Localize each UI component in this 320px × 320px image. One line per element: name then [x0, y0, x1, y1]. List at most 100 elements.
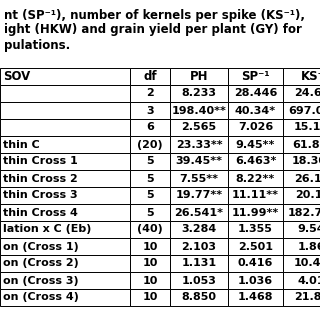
Bar: [283, 102, 320, 119]
Bar: [0, 170, 130, 187]
Bar: [0, 221, 130, 238]
Bar: [283, 204, 320, 221]
Bar: [130, 255, 170, 272]
Bar: [0, 187, 130, 204]
Text: 18.30**: 18.30**: [292, 156, 320, 166]
Text: 5: 5: [146, 207, 154, 218]
Bar: [0, 204, 130, 221]
Text: 2.565: 2.565: [181, 123, 217, 132]
Text: 5: 5: [146, 190, 154, 201]
Bar: [283, 68, 320, 85]
Bar: [283, 153, 320, 170]
Text: 24.600: 24.600: [294, 89, 320, 99]
Bar: [283, 221, 320, 238]
Text: 3.284: 3.284: [181, 225, 217, 235]
Text: 2: 2: [146, 89, 154, 99]
Bar: [130, 153, 170, 170]
Bar: [0, 68, 130, 85]
Bar: [130, 272, 170, 289]
Bar: [170, 238, 228, 255]
Bar: [0, 238, 130, 255]
Text: 10.480: 10.480: [294, 259, 320, 268]
Text: 1.355: 1.355: [238, 225, 273, 235]
Bar: [228, 255, 283, 272]
Bar: [228, 153, 283, 170]
Text: 9.45**: 9.45**: [236, 140, 275, 149]
Bar: [0, 136, 130, 153]
Bar: [0, 289, 130, 306]
Text: pulations.: pulations.: [4, 38, 70, 52]
Bar: [0, 255, 130, 272]
Bar: [170, 255, 228, 272]
Bar: [283, 170, 320, 187]
Bar: [228, 119, 283, 136]
Text: 6.463*: 6.463*: [235, 156, 276, 166]
Text: 6: 6: [146, 123, 154, 132]
Text: (40): (40): [137, 225, 163, 235]
Text: thin Cross 4: thin Cross 4: [3, 207, 78, 218]
Text: 697.02**: 697.02**: [288, 106, 320, 116]
Text: 8.850: 8.850: [181, 292, 217, 302]
Bar: [228, 136, 283, 153]
Bar: [170, 68, 228, 85]
Bar: [228, 272, 283, 289]
Text: 198.40**: 198.40**: [172, 106, 227, 116]
Text: 61.84**: 61.84**: [292, 140, 320, 149]
Text: 10: 10: [142, 276, 158, 285]
Bar: [0, 272, 130, 289]
Bar: [0, 119, 130, 136]
Bar: [228, 85, 283, 102]
Bar: [130, 221, 170, 238]
Text: 7.55**: 7.55**: [180, 173, 219, 183]
Bar: [170, 119, 228, 136]
Bar: [283, 289, 320, 306]
Text: 5: 5: [146, 156, 154, 166]
Bar: [283, 119, 320, 136]
Bar: [228, 187, 283, 204]
Bar: [130, 238, 170, 255]
Text: on (Cross 2): on (Cross 2): [3, 259, 79, 268]
Text: 8.22**: 8.22**: [236, 173, 275, 183]
Bar: [0, 153, 130, 170]
Text: on (Cross 3): on (Cross 3): [3, 276, 79, 285]
Text: 11.99**: 11.99**: [232, 207, 279, 218]
Text: 40.34*: 40.34*: [235, 106, 276, 116]
Bar: [130, 170, 170, 187]
Text: 7.026: 7.026: [238, 123, 273, 132]
Bar: [170, 85, 228, 102]
Text: 26.541*: 26.541*: [174, 207, 223, 218]
Bar: [0, 102, 130, 119]
Bar: [130, 85, 170, 102]
Text: 1.053: 1.053: [181, 276, 216, 285]
Text: 11.11**: 11.11**: [232, 190, 279, 201]
Bar: [130, 204, 170, 221]
Bar: [283, 85, 320, 102]
Bar: [130, 119, 170, 136]
Bar: [283, 255, 320, 272]
Text: thin Cross 3: thin Cross 3: [3, 190, 78, 201]
Bar: [170, 102, 228, 119]
Text: thin Cross 2: thin Cross 2: [3, 173, 78, 183]
Text: KS⁻¹: KS⁻¹: [301, 70, 320, 83]
Text: 26.170: 26.170: [294, 173, 320, 183]
Text: 8.233: 8.233: [181, 89, 217, 99]
Bar: [283, 136, 320, 153]
Text: 3: 3: [146, 106, 154, 116]
Text: 10: 10: [142, 242, 158, 252]
Text: 182.78**: 182.78**: [288, 207, 320, 218]
Text: on (Cross 4): on (Cross 4): [3, 292, 79, 302]
Bar: [0, 85, 130, 102]
Bar: [130, 289, 170, 306]
Bar: [170, 289, 228, 306]
Text: 20.11*: 20.11*: [295, 190, 320, 201]
Bar: [228, 238, 283, 255]
Text: 19.77**: 19.77**: [175, 190, 223, 201]
Text: on (Cross 1): on (Cross 1): [3, 242, 79, 252]
Text: 39.45**: 39.45**: [175, 156, 222, 166]
Bar: [130, 187, 170, 204]
Bar: [283, 187, 320, 204]
Bar: [228, 102, 283, 119]
Text: (20): (20): [137, 140, 163, 149]
Text: PH: PH: [190, 70, 208, 83]
Text: 1.036: 1.036: [238, 276, 273, 285]
